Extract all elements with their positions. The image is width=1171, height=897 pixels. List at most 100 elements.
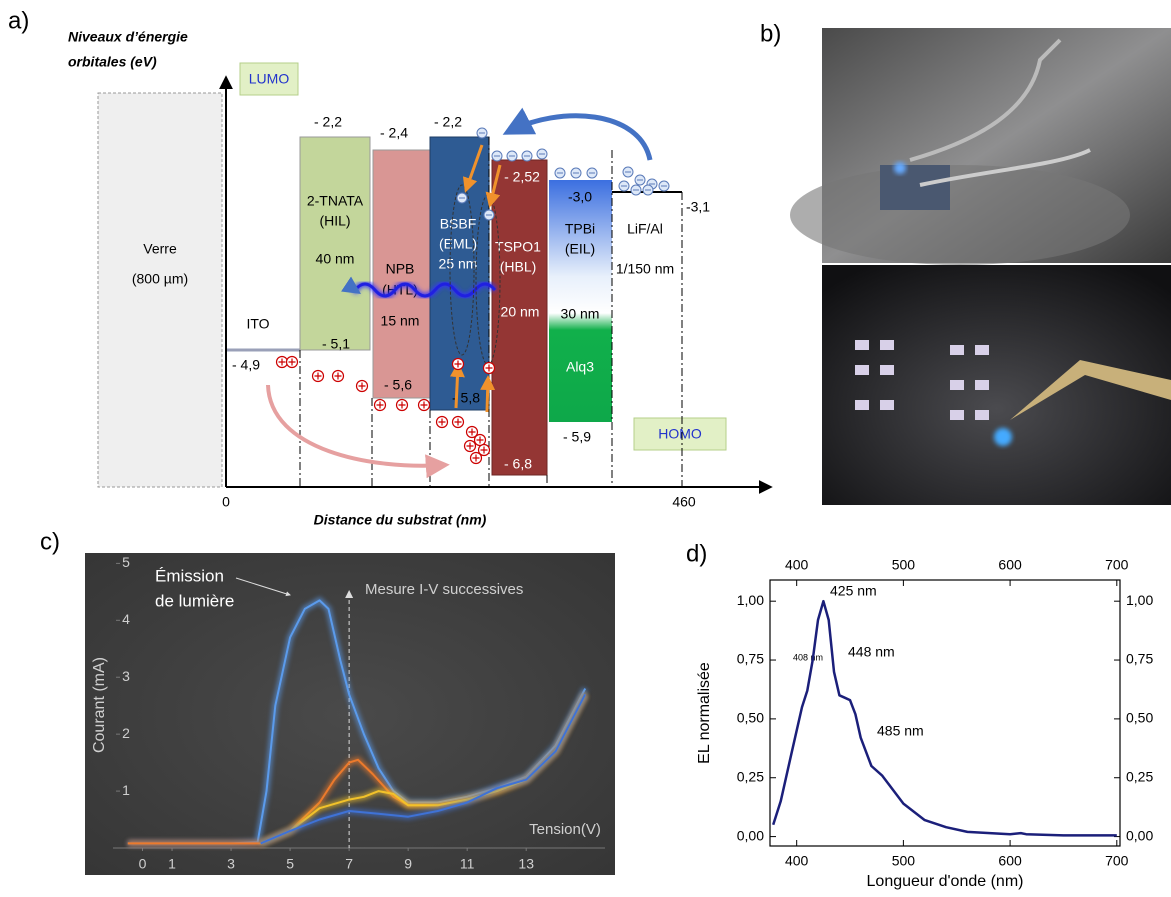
energy-level: - 4,9: [232, 357, 260, 373]
layer-label: 1/150 nm: [616, 261, 674, 277]
layer-label: 20 nm: [501, 304, 540, 320]
y-axis-label: EL normalisée: [696, 662, 713, 764]
carrier-arrows: [449, 144, 502, 413]
hole-sign: [454, 418, 462, 426]
y-tick-label: 3: [122, 668, 130, 684]
peak-label: 448 nm: [848, 644, 895, 660]
annotation: Mesure I-V successives: [365, 581, 523, 598]
peak-label: 425 nm: [830, 583, 877, 599]
layer-label: (EIL): [565, 241, 595, 257]
layer-label: 30 nm: [561, 306, 600, 322]
layer-label: Alq3: [566, 359, 594, 375]
exciton: [449, 184, 475, 356]
x-tick-label: 460: [672, 494, 696, 510]
lumo-box: [239, 62, 299, 96]
peak-label: 485 nm: [877, 723, 924, 739]
photo-detail: [919, 148, 1091, 187]
homo-box: [633, 417, 727, 451]
hole-sign: [438, 418, 446, 426]
panel-label: b): [760, 20, 781, 47]
hole-sign: [334, 372, 342, 380]
hole-sign: [278, 358, 286, 366]
x-tick-label: 700: [1105, 853, 1129, 869]
hole-sign: [398, 401, 406, 409]
hole-sign: [480, 446, 488, 454]
hole-sign: [288, 358, 296, 366]
lumo-label: LUMO: [249, 71, 290, 87]
photo-detail: [909, 38, 1062, 162]
energy-level: - 2,2: [434, 114, 462, 130]
x-tick-label: 400: [785, 557, 809, 573]
y-tick-label: 0,25: [737, 768, 764, 784]
energy-level: - 5,9: [563, 429, 591, 445]
y-tick-label: 0,25: [1126, 768, 1153, 784]
y-tick-label: 4: [122, 611, 130, 627]
energy-level: -3,0: [568, 189, 592, 205]
y-tick-label: 5: [122, 554, 130, 570]
layer-label: 40 nm: [316, 251, 355, 267]
electrons: [456, 127, 670, 221]
energy-level: - 2,4: [380, 125, 408, 141]
layer-label: 15 nm: [381, 313, 420, 329]
x-tick-label: 9: [404, 856, 412, 872]
panel-label: a): [8, 7, 29, 34]
hole-sign: [358, 382, 366, 390]
layer: [491, 159, 548, 476]
el-chart: d) 400 400 500 500 600 600 700 700 0,00 0,00 0,25 0…: [686, 540, 1153, 890]
photo-detail: [894, 162, 906, 174]
y-axis-label: Niveaux d’énergie: [68, 29, 188, 45]
annotation: de lumière: [155, 591, 234, 610]
photos: b): [760, 20, 1171, 505]
y-tick-label: 1,00: [737, 592, 764, 608]
x-tick-label: 11: [460, 856, 475, 872]
energy-level: - 2,52: [504, 169, 540, 185]
x-tick-label: 5: [286, 856, 294, 872]
x-tick-label: 0: [139, 856, 147, 872]
panel-label: d): [686, 540, 707, 567]
y-tick-label: 2: [122, 725, 130, 741]
x-axis-label: Distance du substrat (nm): [314, 512, 487, 528]
layer-label: NPB: [386, 261, 415, 277]
layer-label: TPBi: [565, 221, 595, 237]
x-tick-label: 600: [998, 557, 1022, 573]
y-axis-label: orbitales (eV): [68, 54, 157, 70]
hole-sign: [468, 428, 476, 436]
y-tick-label: 0,75: [737, 651, 764, 667]
hole-sign: [472, 454, 480, 462]
x-tick-label: 600: [998, 853, 1022, 869]
x-tick-label: 7: [345, 856, 353, 872]
separators: [299, 137, 683, 487]
energy-level: -3,1: [686, 199, 710, 215]
hole-sign: [420, 401, 428, 409]
y-tick-label: 1: [122, 782, 130, 798]
energy-diagram: a) Niveaux d’énergie orbitales (eV) Verr…: [8, 7, 773, 528]
hole-sign: [485, 364, 493, 372]
layer-label: 2-TNATA: [307, 193, 364, 209]
hole-sign: [314, 372, 322, 380]
layer: [299, 136, 371, 351]
energy-level: - 5,1: [322, 336, 350, 352]
y-tick-label: 0,75: [1126, 651, 1153, 667]
layer-label: ITO: [246, 316, 269, 332]
series-line: [260, 693, 587, 845]
x-tick-label: 500: [892, 853, 916, 869]
hole-sign: [454, 360, 462, 368]
photo-detail: [790, 165, 1130, 265]
emission-wave: [341, 276, 497, 298]
layer-label: (HIL): [319, 213, 350, 229]
y-axis-label: Courant (mA): [91, 657, 108, 753]
x-tick-label: 400: [785, 853, 809, 869]
x-tick-label: 1: [168, 856, 176, 872]
plot-frame: [769, 579, 1121, 847]
layer-label: BSBF: [440, 216, 477, 232]
energy-level: - 2,2: [314, 114, 342, 130]
energy-level: - 5,8: [452, 390, 480, 406]
substrate: [97, 92, 223, 488]
energy-level: - 6,8: [504, 456, 532, 472]
layer-label: LiF/Al: [627, 221, 663, 237]
annotation-arrow: [235, 577, 291, 597]
energy-level: - 5,6: [384, 377, 412, 393]
hole-arrow: [266, 384, 450, 479]
layer-label: TSPO1: [495, 239, 541, 255]
